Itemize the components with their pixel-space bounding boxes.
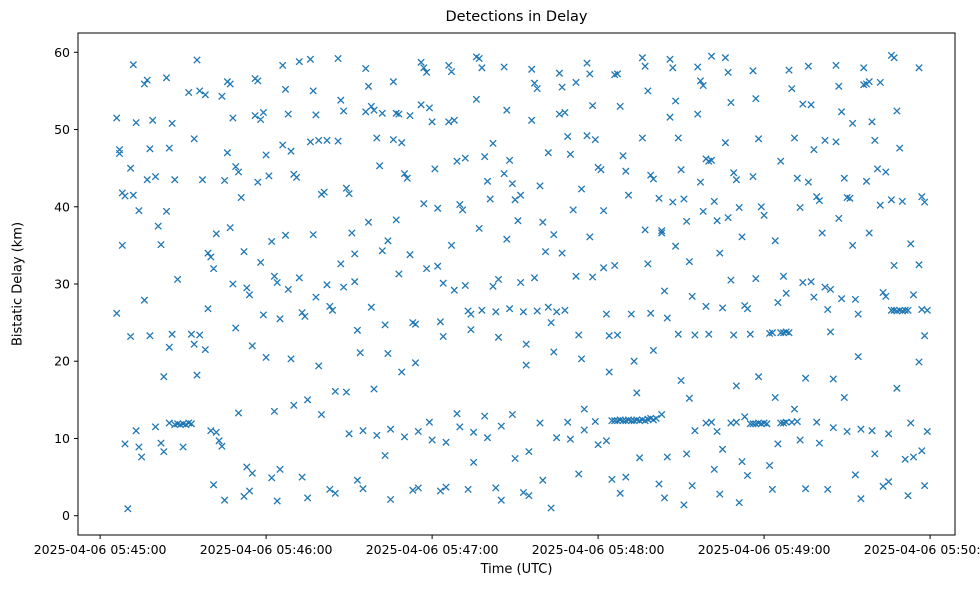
- x-tick-label: 2025-04-06 05:50:00: [864, 542, 980, 557]
- y-tick-label: 20: [54, 354, 70, 369]
- y-tick-label: 50: [54, 122, 70, 137]
- x-tick-label: 2025-04-06 05:46:00: [200, 542, 333, 557]
- x-tick-label: 2025-04-06 05:49:00: [698, 542, 831, 557]
- chart-title: Detections in Delay: [445, 9, 588, 25]
- y-tick-label: 60: [54, 45, 70, 60]
- detection-markers: [113, 51, 931, 513]
- y-tick-label: 0: [62, 508, 70, 523]
- data-points: [113, 51, 931, 513]
- x-axis-ticks: 2025-04-06 05:45:00 2025-04-06 05:46:00 20…: [34, 535, 980, 557]
- x-tick-label: 2025-04-06 05:45:00: [34, 542, 167, 557]
- y-axis-ticks: 0 10 20 30 40 50 60: [54, 45, 78, 523]
- x-axis-label: Time (UTC): [480, 562, 553, 577]
- y-axis-label: Bistatic Delay (km): [10, 221, 26, 347]
- y-tick-label: 40: [54, 199, 70, 214]
- y-tick-label: 30: [54, 277, 70, 292]
- x-tick-label: 2025-04-06 05:47:00: [366, 542, 499, 557]
- y-tick-label: 10: [54, 431, 70, 446]
- x-tick-label: 2025-04-06 05:48:00: [532, 542, 665, 557]
